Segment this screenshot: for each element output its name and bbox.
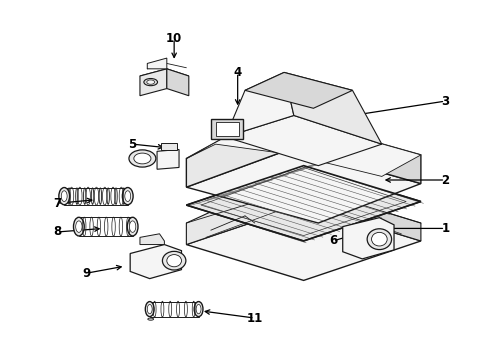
Ellipse shape	[147, 80, 155, 84]
Ellipse shape	[74, 217, 84, 236]
Ellipse shape	[134, 153, 151, 164]
Text: 1: 1	[441, 222, 449, 235]
Polygon shape	[186, 187, 304, 244]
Polygon shape	[140, 69, 189, 83]
Ellipse shape	[144, 78, 158, 86]
Ellipse shape	[148, 318, 154, 320]
Ellipse shape	[129, 221, 136, 232]
Ellipse shape	[127, 217, 138, 236]
Text: 2: 2	[441, 174, 449, 186]
Ellipse shape	[122, 188, 125, 204]
Polygon shape	[294, 119, 421, 184]
Text: 5: 5	[128, 138, 137, 150]
Ellipse shape	[196, 305, 201, 314]
Ellipse shape	[91, 188, 94, 204]
Polygon shape	[157, 149, 179, 169]
Text: 6: 6	[329, 234, 337, 247]
Ellipse shape	[59, 188, 70, 205]
Ellipse shape	[129, 150, 156, 167]
Ellipse shape	[75, 188, 78, 204]
Polygon shape	[161, 143, 176, 149]
Ellipse shape	[125, 191, 131, 202]
Polygon shape	[304, 187, 421, 241]
Polygon shape	[225, 72, 294, 137]
Polygon shape	[186, 119, 294, 187]
Text: 8: 8	[53, 225, 61, 238]
Bar	[211, 119, 243, 139]
Text: 7: 7	[53, 197, 61, 210]
Ellipse shape	[75, 221, 82, 232]
Ellipse shape	[147, 305, 152, 314]
Polygon shape	[130, 244, 181, 279]
Text: 9: 9	[82, 267, 90, 280]
Text: 10: 10	[166, 32, 182, 45]
Text: 4: 4	[234, 66, 242, 79]
Ellipse shape	[367, 229, 392, 249]
Polygon shape	[147, 58, 167, 69]
Ellipse shape	[167, 255, 181, 267]
Polygon shape	[186, 148, 421, 223]
Ellipse shape	[146, 302, 154, 317]
Ellipse shape	[194, 302, 203, 317]
Ellipse shape	[122, 188, 133, 205]
Polygon shape	[140, 234, 164, 244]
Ellipse shape	[61, 191, 67, 202]
Polygon shape	[140, 69, 167, 96]
Polygon shape	[343, 218, 394, 259]
Ellipse shape	[83, 188, 86, 204]
Polygon shape	[284, 72, 382, 144]
Polygon shape	[167, 69, 189, 96]
Ellipse shape	[115, 188, 117, 204]
Ellipse shape	[371, 232, 387, 246]
Ellipse shape	[107, 188, 109, 204]
Bar	[216, 122, 239, 136]
Polygon shape	[186, 166, 421, 241]
Polygon shape	[225, 116, 382, 166]
Ellipse shape	[99, 188, 101, 204]
Ellipse shape	[162, 251, 186, 270]
Polygon shape	[186, 205, 421, 280]
Ellipse shape	[68, 188, 71, 204]
Text: 3: 3	[441, 95, 449, 108]
Text: 11: 11	[246, 311, 263, 325]
Polygon shape	[245, 72, 352, 108]
Polygon shape	[186, 119, 421, 176]
